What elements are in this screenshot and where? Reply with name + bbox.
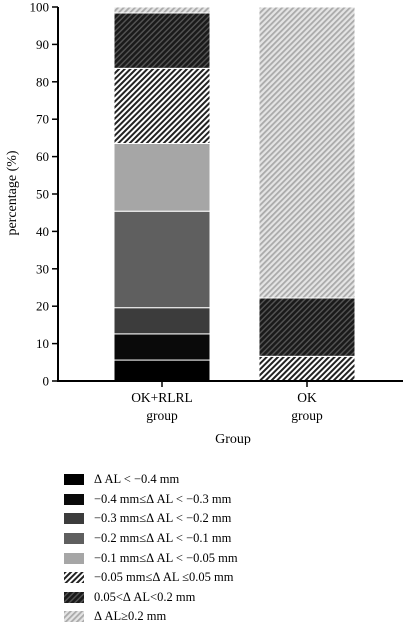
legend-swatch [64,572,84,584]
bar-segment-0-1 [113,333,211,361]
y-axis-label: percentage (%) [5,150,20,235]
y-tick-label-0: 0 [43,374,50,389]
bar-segment-0-0 [113,359,211,382]
legend-label: −0.2 mm≤Δ AL < −0.1 mm [94,531,232,546]
bar-segment-1-7 [258,6,356,299]
legend-item: −0.1 mm≤Δ AL < −0.05 mm [64,548,404,568]
legend-item: −0.3 mm≤Δ AL < −0.2 mm [64,509,404,529]
bars-layer [113,6,356,382]
legend-item: −0.05 mm≤Δ AL ≤0.05 mm [64,568,404,588]
x-tick-label-1: OK group [291,390,323,423]
y-tick-label-4: 40 [36,224,49,239]
legend-item: −0.2 mm≤Δ AL < −0.1 mm [64,529,404,549]
y-tick-label-7: 70 [36,112,49,127]
y-tick-label-8: 80 [36,74,49,89]
legend-swatch [64,552,84,564]
y-tick-label-10: 100 [30,0,50,15]
y-tick-label-6: 60 [36,149,49,164]
legend-swatch [64,533,84,545]
x-tick-label-0: OK+RLRL group [131,390,193,423]
legend-item: −0.4 mm≤Δ AL < −0.3 mm [64,490,404,510]
x-axis-label: Group [215,432,251,445]
legend: Δ AL < −0.4 mm −0.4 mm≤Δ AL < −0.3 mm −0.3… [64,470,404,627]
bar-segment-0-4 [113,143,211,212]
bar-segment-0-6 [113,12,211,69]
legend-label: −0.1 mm≤Δ AL < −0.05 mm [94,550,238,565]
legend-label: −0.4 mm≤Δ AL < −0.3 mm [94,491,232,506]
legend-swatch [64,493,84,505]
legend-swatch [64,513,84,525]
bar-segment-1-5 [258,355,356,382]
y-tick-label-1: 10 [36,336,49,351]
y-tick-label-3: 30 [36,261,49,276]
legend-swatch [64,611,84,623]
legend-label: Δ AL < −0.4 mm [94,472,180,487]
stacked-bar-chart: 0 10 20 30 40 50 60 70 80 90 100 OK+RLRL group OK grou… [5,0,403,445]
bar-segment-0-7 [113,6,211,14]
legend-label: Δ AL≥0.2 mm [94,609,167,624]
bar-segment-0-2 [113,307,211,335]
legend-item: 0.05<Δ AL<0.2 mm [64,588,404,608]
legend-label: −0.3 mm≤Δ AL < −0.2 mm [94,511,232,526]
bar-segment-0-5 [113,67,211,145]
legend-item: Δ AL < −0.4 mm [64,470,404,490]
legend-label: −0.05 mm≤Δ AL ≤0.05 mm [94,570,234,585]
y-tick-label-9: 90 [36,37,49,52]
y-tick-label-2: 20 [36,299,49,314]
legend-label: 0.05<Δ AL<0.2 mm [94,589,196,604]
legend-item: Δ AL≥0.2 mm [64,607,404,627]
legend-swatch [64,474,84,486]
bar-segment-0-3 [113,210,211,309]
legend-swatch [64,591,84,603]
axes-layer: 0 10 20 30 40 50 60 70 80 90 100 OK+RLRL group OK grou… [30,0,403,423]
bar-segment-1-6 [258,297,356,357]
y-tick-label-5: 50 [36,187,49,202]
